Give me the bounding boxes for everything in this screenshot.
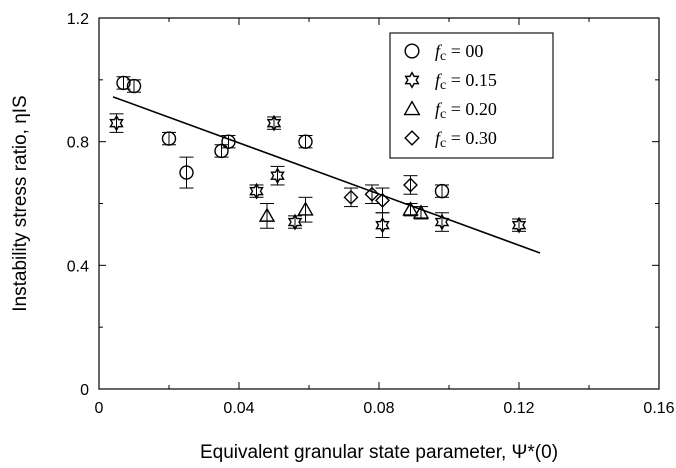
data-point: [297, 196, 314, 223]
data-points: [109, 75, 527, 239]
data-point: [403, 175, 418, 195]
triangle-marker: [258, 207, 276, 222]
data-point: [375, 212, 390, 239]
data-point: [287, 213, 303, 231]
triangle-marker: [412, 204, 430, 219]
y-tick-label: 1.2: [67, 11, 89, 28]
data-point: [221, 134, 236, 149]
circle-marker: [116, 75, 131, 91]
circle-marker: [298, 134, 313, 149]
y-tick-label: 0.8: [67, 135, 89, 152]
y-tick-label: 0.4: [67, 258, 89, 275]
legend: fc = 00 fc = 0.15 fc = 0.20 fc = 0.30: [389, 32, 554, 159]
data-point: [161, 131, 177, 146]
x-axis-label: Equivalent granular state parameter, Ψ*(…: [200, 442, 558, 463]
data-point: [511, 216, 527, 234]
x-tick-label: 0.16: [643, 400, 674, 417]
legend-entry-label: fc = 0.20: [435, 99, 497, 122]
star-marker: [266, 114, 282, 132]
data-point: [364, 184, 380, 204]
diamond-marker: [343, 189, 359, 205]
x-tick-label: 0.08: [363, 400, 394, 417]
axis-ticks: [98, 17, 660, 390]
data-point: [179, 156, 194, 189]
circle-marker: [126, 78, 142, 94]
star-marker: [249, 182, 264, 200]
data-point: [258, 203, 276, 229]
data-point: [412, 204, 430, 220]
legend-entry-label: fc = 00: [435, 41, 483, 64]
star-marker: [109, 114, 124, 132]
data-point: [343, 187, 359, 208]
data-point: [266, 114, 282, 132]
triangle-marker: [402, 201, 419, 216]
diamond-marker: [364, 186, 380, 202]
diamond-marker: [403, 177, 418, 193]
data-point: [375, 187, 390, 214]
circle-marker: [404, 43, 420, 59]
x-tick-label: 0.04: [223, 400, 254, 417]
data-point: [126, 78, 142, 94]
data-point: [249, 182, 264, 200]
trend-line-group: [112, 96, 541, 254]
star-marker: [287, 213, 303, 231]
star-marker: [511, 216, 527, 234]
legend-entry-label: fc = 0.15: [435, 70, 497, 93]
x-tick-label: 0.12: [503, 400, 534, 417]
data-point: [270, 165, 285, 186]
circle-marker: [434, 183, 450, 199]
data-point: [298, 134, 313, 149]
circle-marker: [179, 165, 194, 180]
data-point: [434, 183, 450, 199]
circle-marker: [214, 143, 229, 159]
x-tick-labels: 0 0.04 0.08 0.12 0.16: [95, 400, 675, 417]
diamond-marker: [375, 192, 390, 208]
triangle-marker: [403, 100, 421, 116]
legend-entry-label: fc = 0.30: [435, 128, 497, 151]
x-tick-label: 0: [95, 400, 104, 417]
circle-marker: [161, 131, 177, 146]
data-point: [214, 143, 229, 159]
star-marker: [404, 71, 420, 89]
y-axis-label: Instability stress ratio, ηIS: [10, 95, 31, 311]
star-marker: [270, 167, 285, 185]
triangle-marker: [297, 201, 314, 216]
y-tick-labels: 0 0.4 0.8 1.2: [67, 11, 89, 399]
data-point: [109, 113, 124, 133]
star-marker: [375, 216, 390, 234]
y-tick-label: 0: [80, 382, 89, 399]
star-marker: [434, 213, 450, 231]
trend-line: [112, 96, 541, 254]
data-point: [434, 212, 450, 232]
diamond-marker: [404, 130, 420, 146]
circle-marker: [221, 134, 236, 149]
